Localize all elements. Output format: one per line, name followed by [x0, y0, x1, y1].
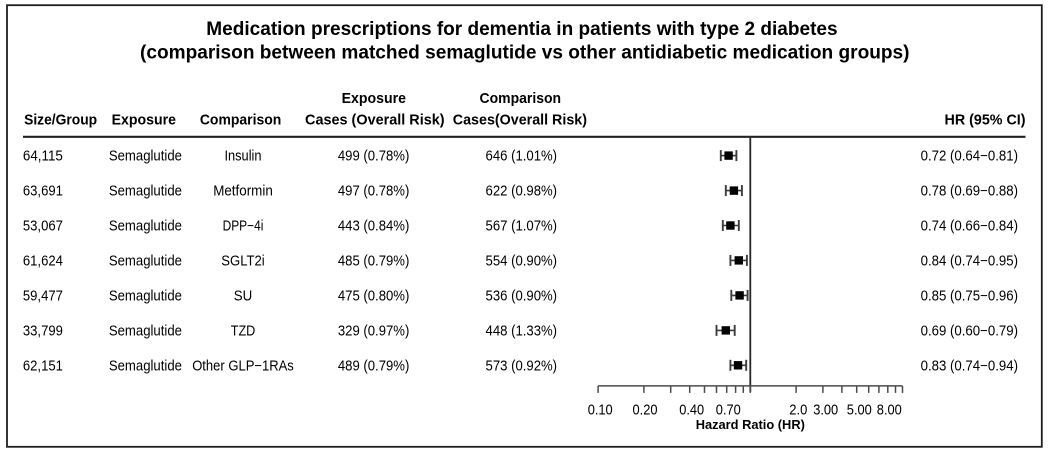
svg-text:2.0: 2.0 [789, 402, 807, 419]
svg-text:8.00: 8.00 [877, 402, 902, 419]
svg-text:567 (1.07%): 567 (1.07%) [486, 219, 558, 235]
svg-text:622 (0.98%): 622 (0.98%) [486, 184, 558, 200]
svg-text:329 (0.97%): 329 (0.97%) [338, 323, 410, 339]
svg-text:Exposure: Exposure [342, 90, 406, 107]
svg-text:Semaglutide: Semaglutide [109, 149, 182, 165]
svg-text:Semaglutide: Semaglutide [109, 253, 182, 269]
svg-text:(comparison between matched se: (comparison between matched semaglutide … [140, 42, 910, 64]
svg-text:3.00: 3.00 [813, 402, 838, 419]
svg-text:Comparison: Comparison [200, 112, 282, 129]
svg-text:536 (0.90%): 536 (0.90%) [486, 288, 558, 304]
svg-text:Semaglutide: Semaglutide [109, 358, 182, 374]
svg-text:0.40: 0.40 [679, 402, 704, 419]
svg-text:Hazard Ratio (HR): Hazard Ratio (HR) [696, 417, 805, 432]
svg-text:443 (0.84%): 443 (0.84%) [338, 219, 410, 235]
svg-text:SU: SU [234, 288, 253, 304]
svg-text:Medication prescriptions for d: Medication prescriptions for dementia in… [206, 18, 837, 40]
svg-text:0.78 (0.69−0.88): 0.78 (0.69−0.88) [921, 184, 1018, 200]
svg-text:DPP−4i: DPP−4i [223, 219, 264, 235]
svg-text:HR (95% CI): HR (95% CI) [945, 112, 1026, 129]
svg-text:646 (1.01%): 646 (1.01%) [486, 149, 558, 165]
svg-text:Semaglutide: Semaglutide [109, 184, 182, 200]
svg-text:Metformin: Metformin [213, 184, 273, 200]
svg-text:Insulin: Insulin [224, 149, 261, 165]
svg-text:448 (1.33%): 448 (1.33%) [486, 323, 558, 339]
svg-text:0.70: 0.70 [716, 402, 741, 419]
svg-text:53,067: 53,067 [23, 219, 63, 235]
svg-text:554 (0.90%): 554 (0.90%) [486, 253, 558, 269]
svg-text:64,115: 64,115 [23, 149, 63, 165]
svg-text:Semaglutide: Semaglutide [109, 219, 182, 235]
svg-text:0.83 (0.74−0.94): 0.83 (0.74−0.94) [921, 358, 1018, 374]
svg-text:0.20: 0.20 [633, 402, 658, 419]
svg-text:475 (0.80%): 475 (0.80%) [338, 288, 410, 304]
svg-text:Size/Group: Size/Group [24, 112, 97, 129]
svg-text:62,151: 62,151 [23, 358, 63, 374]
svg-text:Cases(Overall Risk): Cases(Overall Risk) [453, 112, 587, 129]
svg-text:0.74 (0.66−0.84): 0.74 (0.66−0.84) [921, 219, 1018, 235]
svg-text:485 (0.79%): 485 (0.79%) [338, 253, 410, 269]
svg-text:0.72 (0.64−0.81): 0.72 (0.64−0.81) [921, 149, 1018, 165]
svg-text:Semaglutide: Semaglutide [109, 288, 182, 304]
svg-text:Cases (Overall Risk): Cases (Overall Risk) [305, 112, 445, 129]
svg-text:573 (0.92%): 573 (0.92%) [486, 358, 558, 374]
svg-text:0.85 (0.75−0.96): 0.85 (0.75−0.96) [921, 288, 1018, 304]
svg-text:61,624: 61,624 [23, 253, 63, 269]
svg-text:Comparison: Comparison [480, 90, 562, 107]
svg-text:5.00: 5.00 [847, 402, 872, 419]
svg-text:63,691: 63,691 [23, 184, 63, 200]
svg-text:0.10: 0.10 [588, 402, 613, 419]
svg-text:489 (0.79%): 489 (0.79%) [338, 358, 410, 374]
svg-text:TZD: TZD [231, 323, 256, 339]
svg-text:SGLT2i: SGLT2i [221, 253, 264, 269]
svg-text:0.84 (0.74−0.95): 0.84 (0.74−0.95) [921, 253, 1018, 269]
svg-text:59,477: 59,477 [23, 288, 63, 304]
svg-text:Exposure: Exposure [112, 112, 176, 129]
svg-text:0.69 (0.60−0.79): 0.69 (0.60−0.79) [921, 323, 1018, 339]
svg-text:Other GLP−1RAs: Other GLP−1RAs [192, 358, 294, 374]
svg-text:499 (0.78%): 499 (0.78%) [338, 149, 410, 165]
svg-text:Semaglutide: Semaglutide [109, 323, 182, 339]
svg-text:497 (0.78%): 497 (0.78%) [338, 184, 410, 200]
svg-text:33,799: 33,799 [23, 323, 63, 339]
